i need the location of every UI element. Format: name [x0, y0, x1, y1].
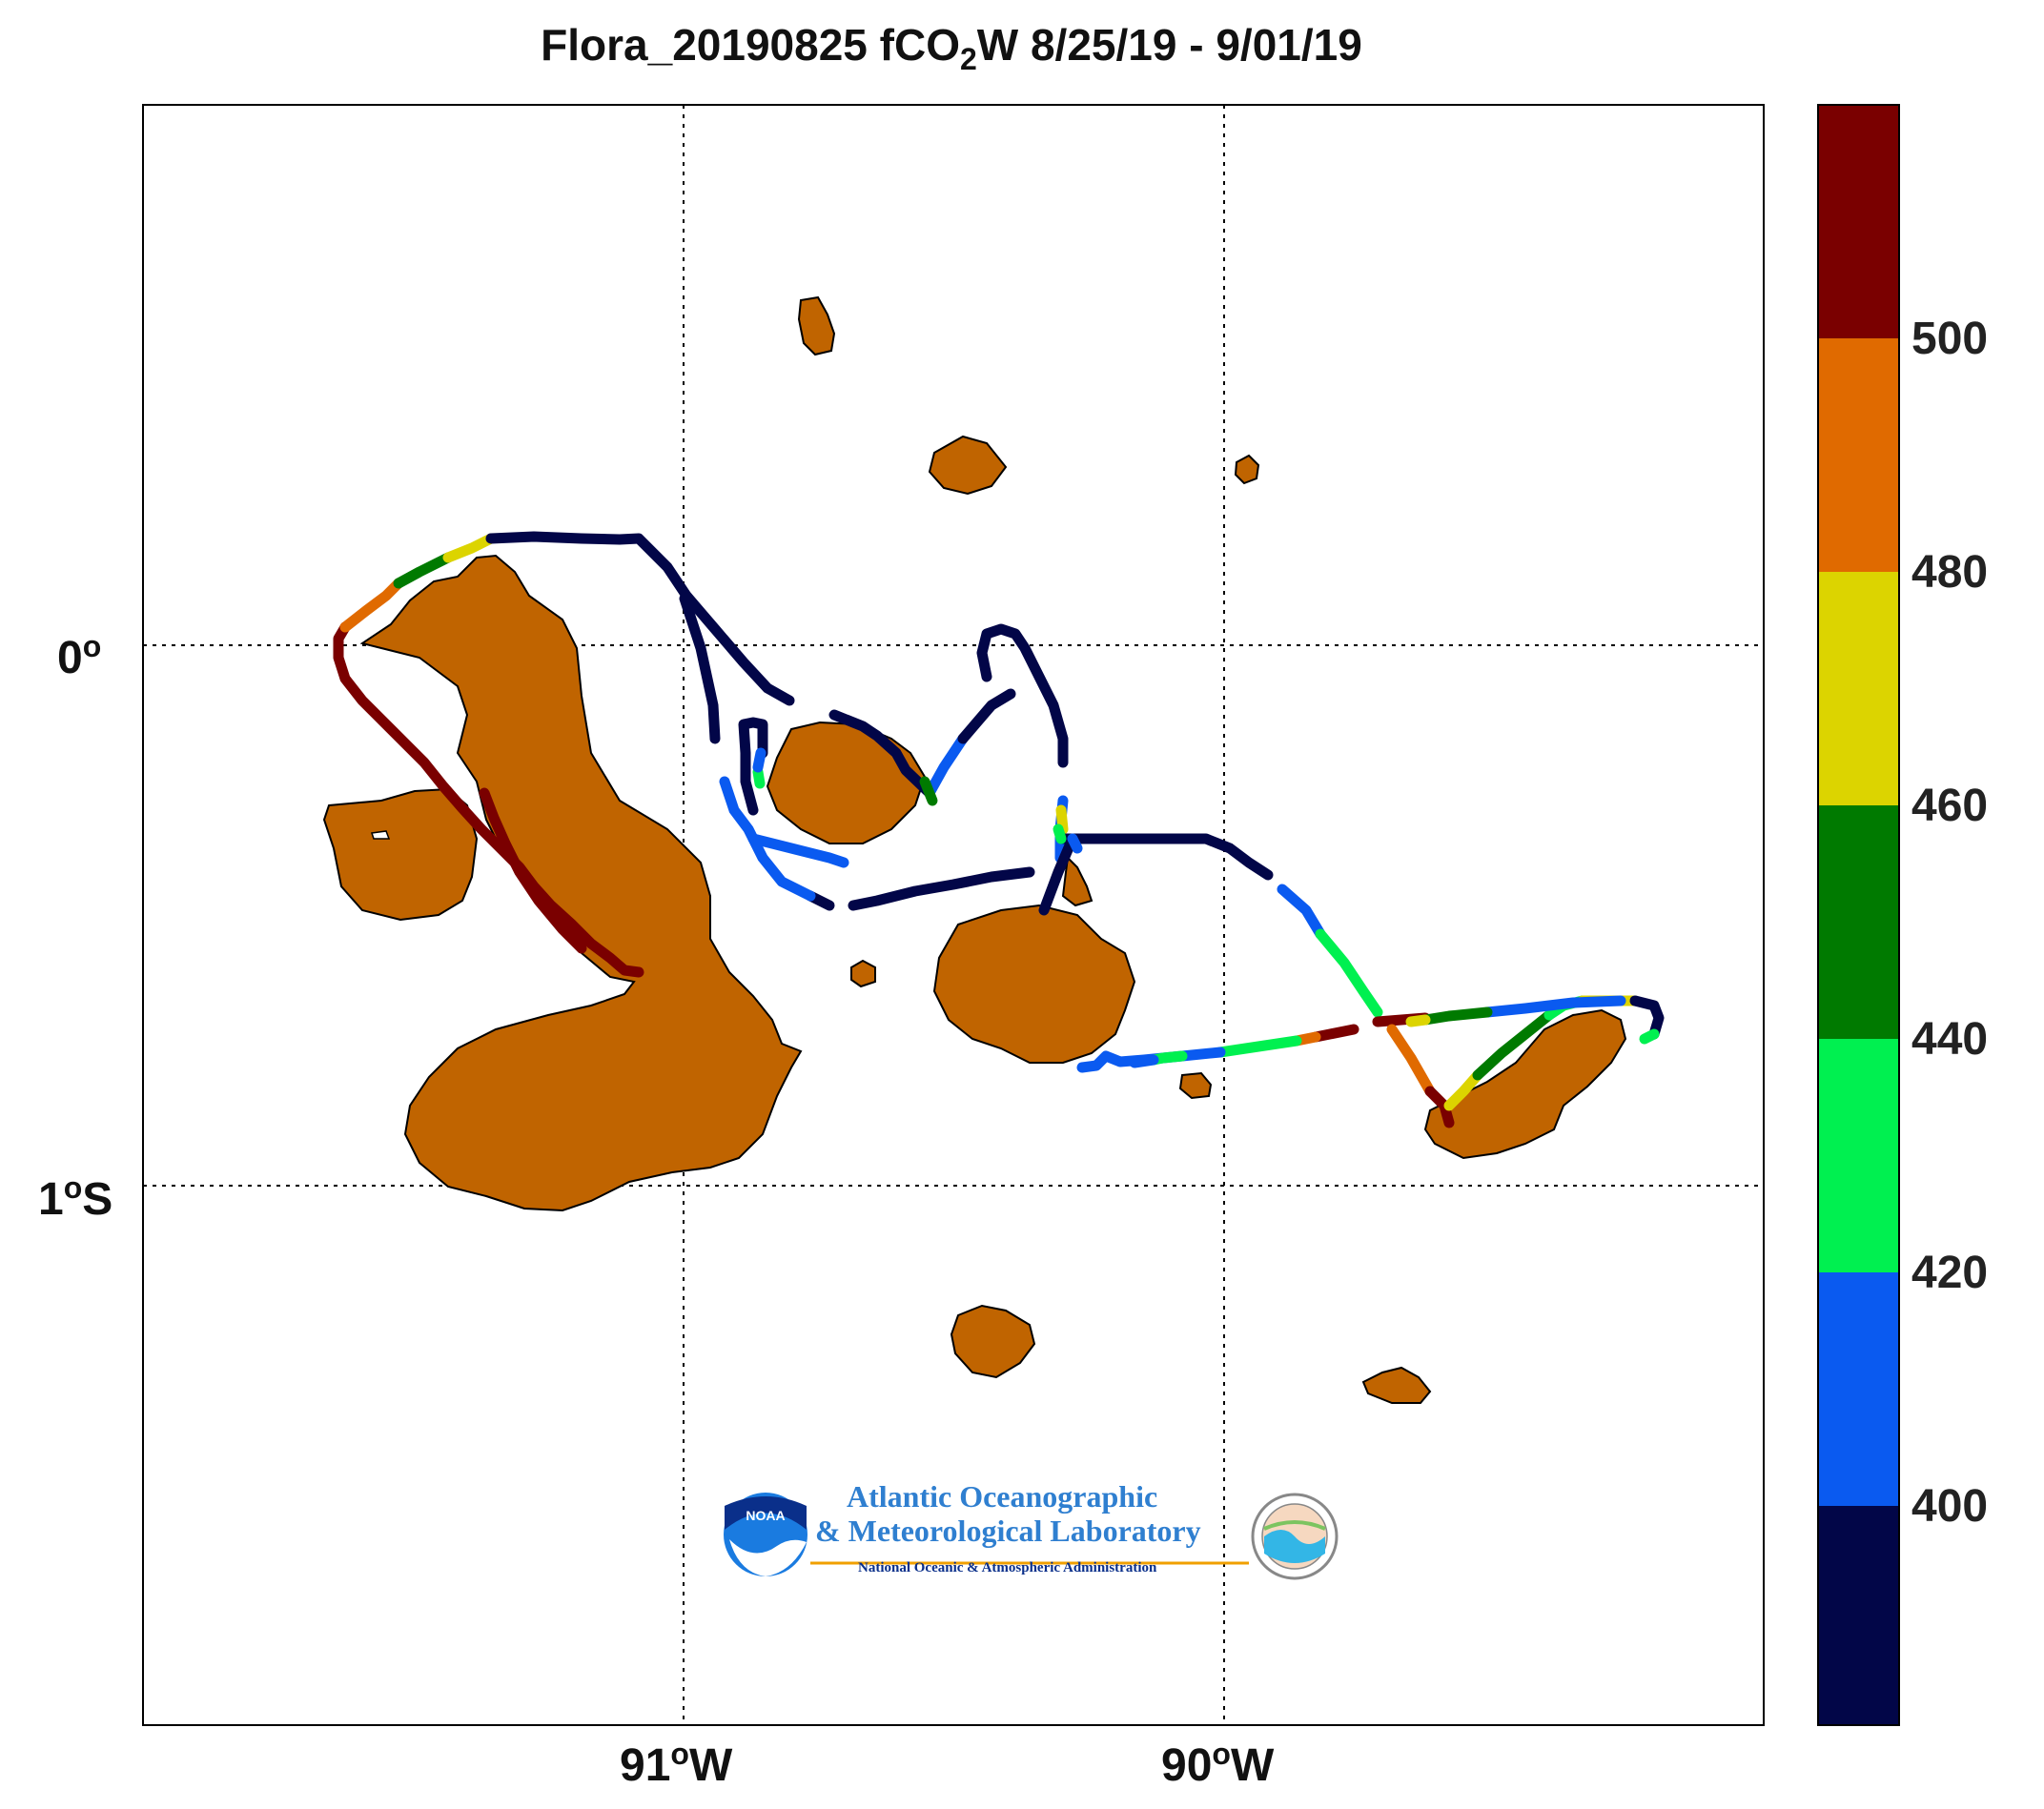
- track-segment: [1405, 1014, 1431, 1027]
- island-espanola: [1361, 1366, 1432, 1404]
- colorbar-band: [1818, 338, 1899, 572]
- colorbar-tick-label: 440: [1911, 1014, 1989, 1065]
- map-title: Flora_20190825 fCO2W 8/25/19 - 9/01/19: [541, 20, 1362, 77]
- island-floreana: [950, 1304, 1036, 1379]
- islands: [322, 295, 1627, 1404]
- logo-line-3: National Oceanic & Atmospheric Administr…: [858, 1560, 1157, 1575]
- track-segment: [752, 747, 766, 773]
- track-segment: [1472, 1009, 1555, 1081]
- island-san-cristobal: [1423, 1008, 1627, 1160]
- track-segment: [333, 621, 644, 978]
- colorbar-frame: [1817, 104, 1900, 1726]
- track-segment: [1129, 1054, 1159, 1068]
- cruise-track: [333, 531, 1665, 1128]
- track-segment: [924, 733, 969, 799]
- track-segment: [393, 552, 454, 589]
- colorbar-tick-label: 400: [1911, 1481, 1989, 1532]
- track-segment: [957, 688, 1016, 744]
- track-segment: [1386, 1024, 1436, 1097]
- colorbar-band: [1818, 1506, 1899, 1725]
- track-segment: [1310, 1024, 1359, 1043]
- map-frame: [142, 104, 1765, 1726]
- colorbar: [1817, 104, 1900, 1726]
- lat-label-1s: 1oS: [38, 1170, 113, 1225]
- logo-line-2: & Meteorological Laboratory: [815, 1514, 1201, 1548]
- colorbar-tick-label: 500: [1911, 314, 1989, 364]
- colorbar-tick-label: 420: [1911, 1248, 1989, 1298]
- track-segment: [479, 787, 587, 954]
- colorbar-tick-label: 460: [1911, 781, 1989, 831]
- island-pinta: [797, 295, 836, 356]
- island-santa-fe: [1178, 1071, 1213, 1100]
- colorbar-band: [1818, 105, 1899, 338]
- noaa-badge-text: NOAA: [746, 1508, 785, 1523]
- track-segment: [1639, 1028, 1660, 1045]
- island-rabida: [850, 959, 876, 988]
- lon-label-90w: 90oW: [1161, 1737, 1275, 1791]
- track-segment: [1315, 928, 1383, 1018]
- noaa-logo-icon: NOAA: [724, 1493, 807, 1576]
- colorbar-band: [1818, 805, 1899, 1039]
- lat-label-0: 0o: [57, 629, 102, 683]
- colorbar-band: [1818, 1039, 1899, 1272]
- track-segment: [747, 833, 849, 868]
- colorbar-band: [1818, 1272, 1899, 1506]
- colorbar-tick-label: 480: [1911, 547, 1989, 598]
- logo-line-1: Atlantic Oceanographic: [847, 1479, 1158, 1514]
- track-segment: [485, 531, 795, 706]
- track-segment: [828, 709, 935, 799]
- track-segment: [1038, 833, 1078, 916]
- island-marchena: [928, 435, 1008, 496]
- track-segment: [752, 766, 766, 789]
- island-north-seymour: [1061, 855, 1094, 907]
- island-santiago: [766, 721, 927, 844]
- track-segment: [679, 593, 721, 744]
- track-segment: [848, 866, 1035, 911]
- track-segment: [1057, 833, 1274, 881]
- track-segment: [1629, 995, 1665, 1040]
- track-segment: [1055, 804, 1069, 835]
- track-segment: [976, 623, 1069, 768]
- lon-label-91w: 91oW: [620, 1737, 733, 1791]
- track-segment: [1215, 1035, 1302, 1058]
- island-santa-cruz: [932, 904, 1136, 1064]
- track-segment: [1053, 823, 1067, 844]
- island-isabela: [359, 554, 803, 1212]
- track-segment: [1067, 833, 1083, 854]
- track-segment: [919, 776, 938, 806]
- track-segment: [1277, 884, 1326, 940]
- track-segment: [1420, 1006, 1493, 1026]
- track-segment: [1482, 995, 1626, 1018]
- track-segment: [1443, 1069, 1483, 1111]
- island-genovesa: [1234, 454, 1260, 485]
- colorbar-band: [1818, 572, 1899, 805]
- aoml-seal-icon: [1251, 1493, 1339, 1580]
- track-segment: [738, 717, 768, 816]
- island-fernandina: [322, 787, 479, 922]
- track-segment: [442, 533, 497, 563]
- lake-fernandina: [371, 830, 391, 840]
- track-segment: [339, 578, 404, 633]
